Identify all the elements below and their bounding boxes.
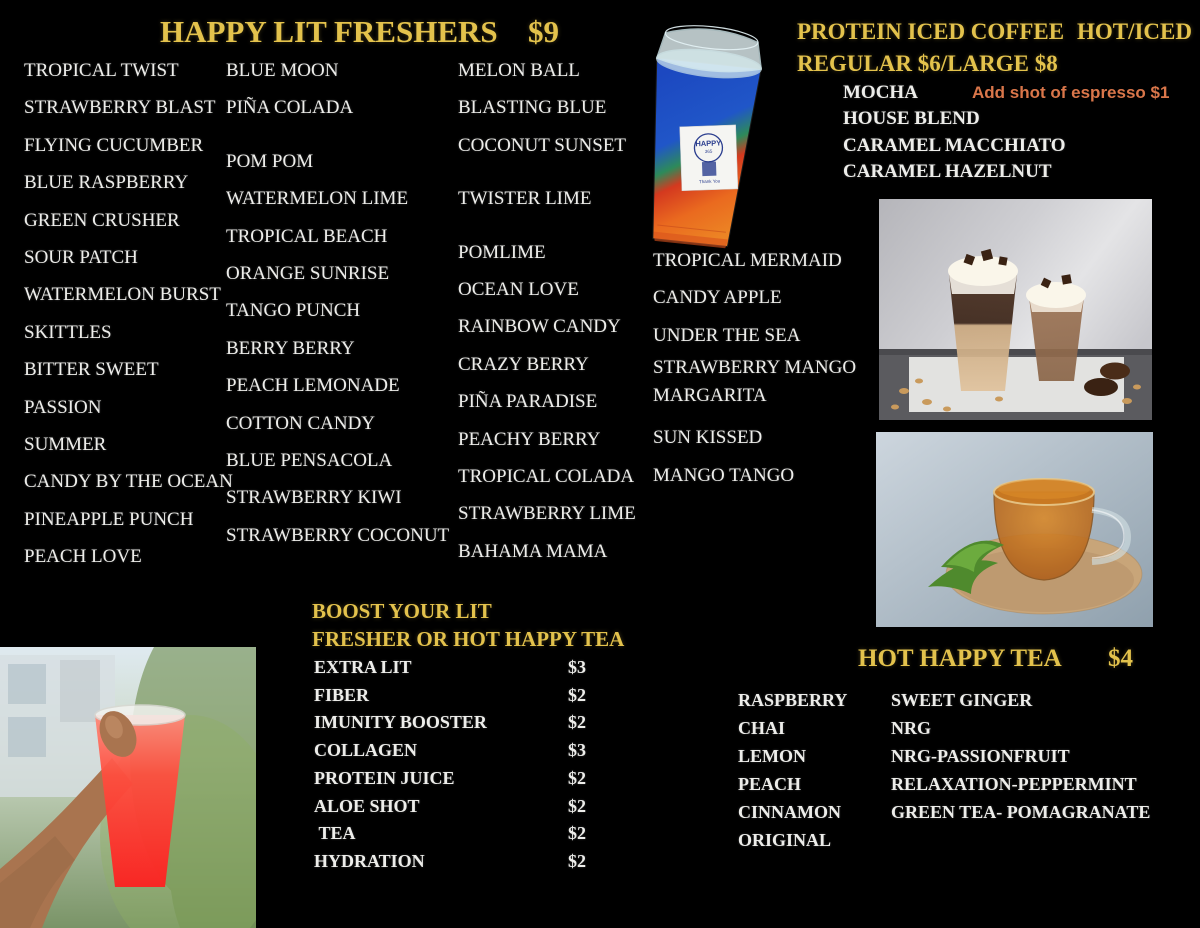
svg-text:365: 365: [705, 149, 713, 154]
svg-text:HAPPY: HAPPY: [695, 138, 721, 148]
svg-text:Thank You: Thank You: [699, 178, 721, 184]
